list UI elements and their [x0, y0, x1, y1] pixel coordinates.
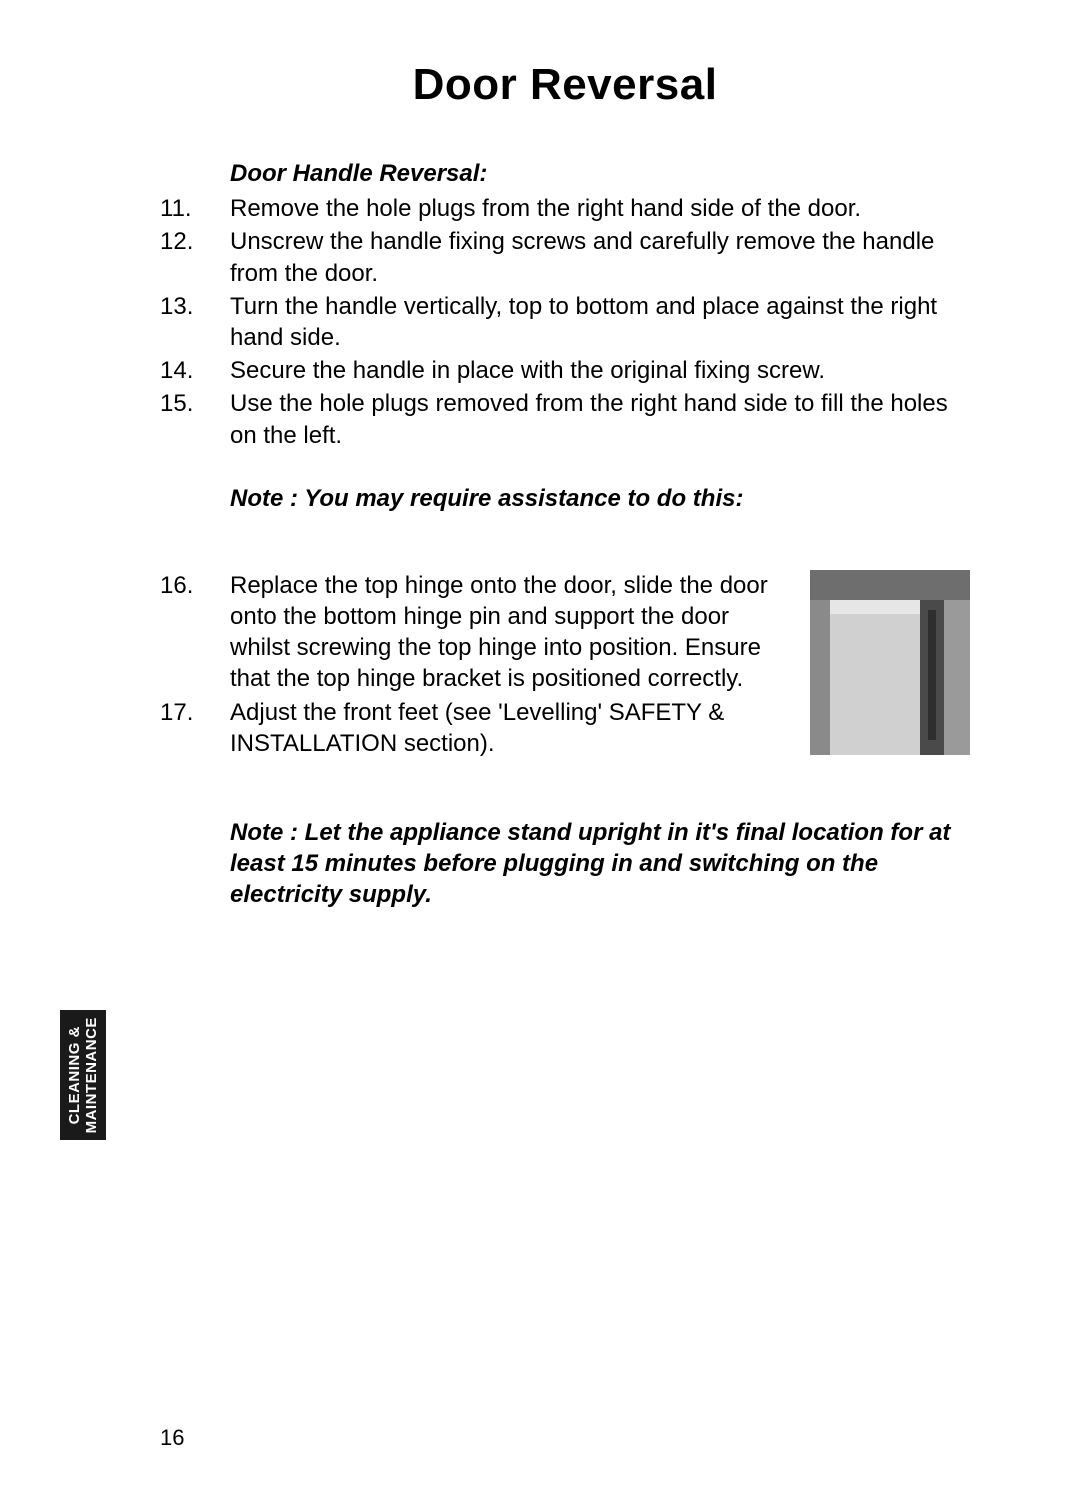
- item-text: Use the hole plugs removed from the righ…: [230, 388, 970, 450]
- tab-line1: CLEANING &: [66, 1026, 83, 1124]
- section2-list: 16. Replace the top hinge onto the door,…: [160, 570, 790, 761]
- item-number: 14.: [160, 355, 230, 386]
- section1-heading: Door Handle Reversal:: [230, 158, 970, 189]
- item-text: Secure the handle in place with the orig…: [230, 355, 970, 386]
- item-number: 12.: [160, 226, 230, 288]
- list-item: 14. Secure the handle in place with the …: [160, 355, 970, 386]
- section1-list: 11. Remove the hole plugs from the right…: [160, 193, 970, 451]
- note-standing: Note : Let the appliance stand upright i…: [230, 817, 970, 911]
- item-number: 17.: [160, 697, 230, 759]
- list-item: 13. Turn the handle vertically, top to b…: [160, 291, 970, 353]
- item-text: Replace the top hinge onto the door, sli…: [230, 570, 790, 695]
- item-text: Remove the hole plugs from the right han…: [230, 193, 970, 224]
- item-number: 11.: [160, 193, 230, 224]
- page-number: 16: [160, 1425, 184, 1451]
- note-assistance: Note : You may require assistance to do …: [230, 483, 970, 514]
- item-text: Turn the handle vertically, top to botto…: [230, 291, 970, 353]
- hinge-photo: [810, 570, 970, 755]
- list-item: 15. Use the hole plugs removed from the …: [160, 388, 970, 450]
- item-text: Adjust the front feet (see 'Levelling' S…: [230, 697, 790, 759]
- item-text: Unscrew the handle fixing screws and car…: [230, 226, 970, 288]
- list-item: 16. Replace the top hinge onto the door,…: [160, 570, 790, 695]
- page-title: Door Reversal: [160, 60, 970, 110]
- side-tab-cleaning-maintenance: CLEANING & MAINTENANCE: [60, 1010, 106, 1140]
- item-number: 15.: [160, 388, 230, 450]
- tab-line2: MAINTENANCE: [83, 1017, 100, 1133]
- item-number: 16.: [160, 570, 230, 695]
- manual-page: Door Reversal Door Handle Reversal: 11. …: [0, 0, 1080, 1511]
- list-item: 11. Remove the hole plugs from the right…: [160, 193, 970, 224]
- section2-block: 16. Replace the top hinge onto the door,…: [160, 570, 970, 761]
- list-item: 12. Unscrew the handle fixing screws and…: [160, 226, 970, 288]
- hinge-icon: [810, 570, 970, 755]
- section-handle-reversal: Door Handle Reversal:: [230, 158, 970, 189]
- list-item: 17. Adjust the front feet (see 'Levellin…: [160, 697, 790, 759]
- item-number: 13.: [160, 291, 230, 353]
